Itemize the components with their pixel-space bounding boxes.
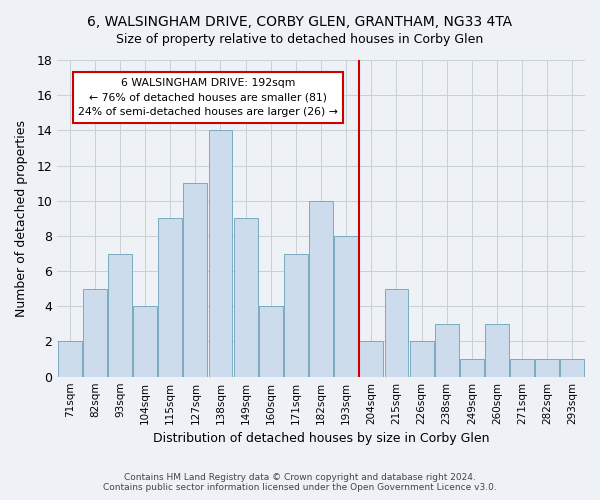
Bar: [560, 359, 584, 376]
Y-axis label: Number of detached properties: Number of detached properties: [15, 120, 28, 317]
Bar: [133, 306, 157, 376]
Text: 6, WALSINGHAM DRIVE, CORBY GLEN, GRANTHAM, NG33 4TA: 6, WALSINGHAM DRIVE, CORBY GLEN, GRANTHA…: [88, 15, 512, 29]
Bar: [184, 183, 207, 376]
Bar: [385, 288, 409, 376]
Bar: [259, 306, 283, 376]
Bar: [510, 359, 534, 376]
Bar: [284, 254, 308, 376]
Text: 6 WALSINGHAM DRIVE: 192sqm
← 76% of detached houses are smaller (81)
24% of semi: 6 WALSINGHAM DRIVE: 192sqm ← 76% of deta…: [78, 78, 338, 117]
Bar: [410, 342, 434, 376]
Bar: [535, 359, 559, 376]
Bar: [58, 342, 82, 376]
Bar: [460, 359, 484, 376]
Bar: [309, 200, 333, 376]
Bar: [158, 218, 182, 376]
Text: Contains HM Land Registry data © Crown copyright and database right 2024.
Contai: Contains HM Land Registry data © Crown c…: [103, 473, 497, 492]
Bar: [209, 130, 232, 376]
Bar: [108, 254, 132, 376]
Text: Size of property relative to detached houses in Corby Glen: Size of property relative to detached ho…: [116, 32, 484, 46]
Bar: [485, 324, 509, 376]
X-axis label: Distribution of detached houses by size in Corby Glen: Distribution of detached houses by size …: [153, 432, 489, 445]
Bar: [359, 342, 383, 376]
Bar: [435, 324, 458, 376]
Bar: [83, 288, 107, 376]
Bar: [334, 236, 358, 376]
Bar: [233, 218, 257, 376]
